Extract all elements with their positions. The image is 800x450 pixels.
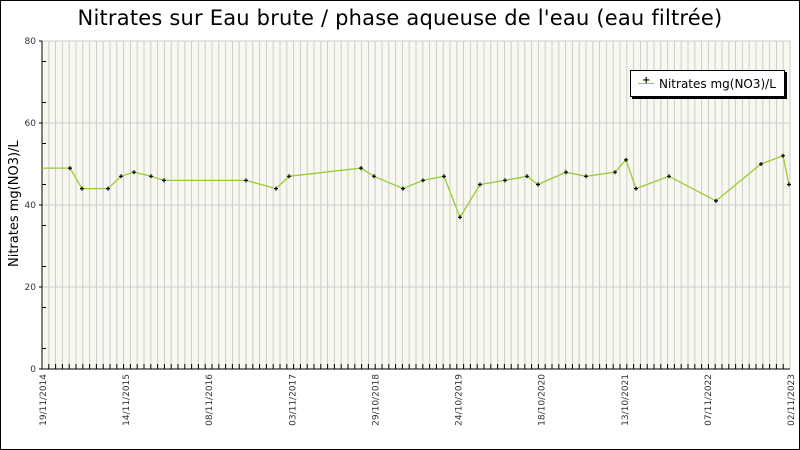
data-point-marker [132, 170, 136, 175]
data-point-marker [613, 170, 617, 175]
data-point-marker [244, 178, 248, 183]
data-point-marker [536, 182, 540, 187]
data-point-marker [442, 174, 446, 179]
x-tick-label: 14/11/2015 [122, 374, 132, 426]
data-point-marker [667, 174, 671, 179]
data-point-marker [80, 186, 84, 191]
y-tick-label: 80 [25, 37, 37, 47]
data-point-marker [787, 182, 791, 187]
data-point-marker [478, 182, 482, 187]
data-point-marker [714, 198, 718, 203]
data-point-marker [421, 178, 425, 183]
data-point-marker [274, 186, 278, 191]
legend: Nitrates mg(NO3)/L [630, 70, 785, 97]
data-point-marker [372, 174, 376, 179]
x-tick-label: 07/11/2022 [704, 374, 714, 426]
data-point-marker [634, 186, 638, 191]
x-tick-label: 03/11/2017 [288, 374, 298, 426]
legend-line-marker-icon [638, 75, 654, 89]
x-tick-label: 08/11/2016 [205, 374, 215, 426]
legend-label: Nitrates mg(NO3)/L [659, 76, 776, 91]
y-tick-label: 60 [25, 119, 37, 129]
y-tick-label: 20 [25, 283, 37, 293]
data-point-marker [525, 174, 529, 179]
data-point-marker [624, 157, 628, 162]
x-tick-label: 02/11/2023 [787, 374, 797, 426]
data-point-marker [564, 170, 568, 175]
chart-title: Nitrates sur Eau brute / phase aqueuse d… [77, 6, 723, 30]
data-point-marker [119, 174, 123, 179]
data-point-marker [759, 162, 763, 166]
data-point-marker [162, 178, 166, 183]
data-point-marker [503, 178, 507, 183]
x-tick-label: 29/10/2018 [371, 374, 381, 426]
data-point-marker [287, 174, 291, 179]
x-tick-label: 24/10/2019 [455, 374, 465, 426]
x-tick-label: 18/10/2020 [538, 374, 548, 426]
y-tick-label: 40 [25, 201, 37, 211]
x-tick-label: 13/10/2021 [621, 374, 631, 426]
data-point-marker [149, 174, 153, 179]
data-point-marker [359, 166, 363, 171]
data-point-marker [781, 153, 785, 158]
data-point-marker [68, 166, 72, 171]
data-point-marker [458, 215, 462, 220]
data-point-marker [401, 186, 405, 191]
x-tick-label: 19/11/2014 [39, 374, 49, 426]
data-point-marker [584, 174, 588, 179]
data-point-marker [106, 186, 110, 191]
y-tick-label: 0 [30, 365, 36, 375]
